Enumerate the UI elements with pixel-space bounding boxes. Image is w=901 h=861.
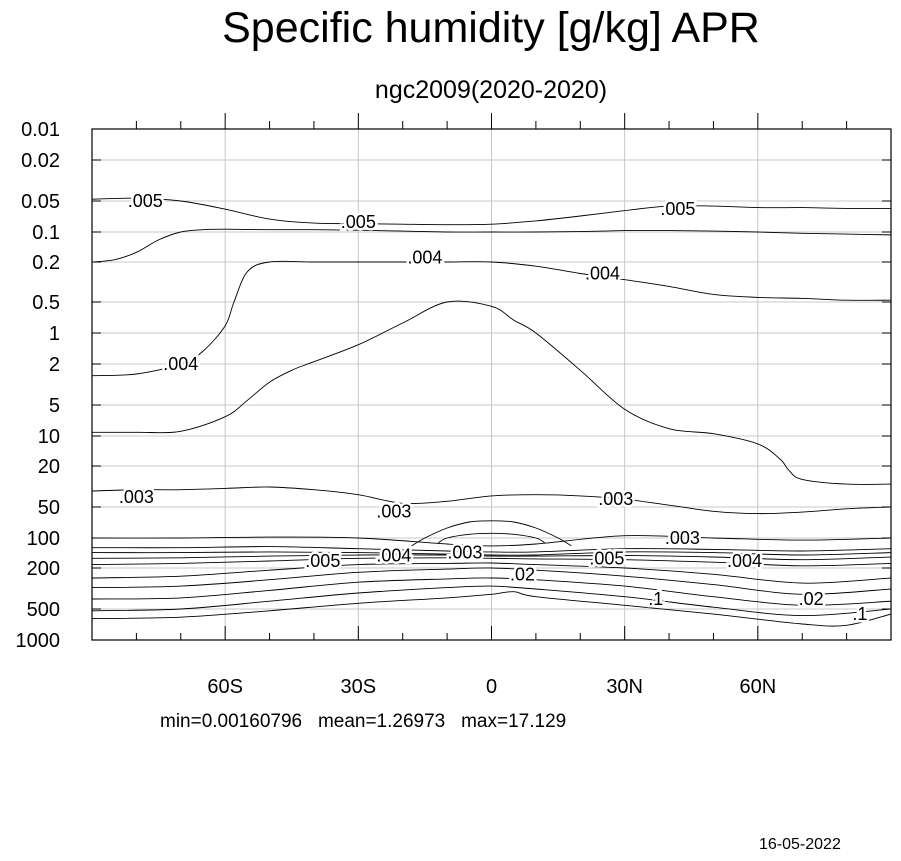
contour-line [91, 546, 892, 553]
chart-title: Specific humidity [g/kg] APR [222, 4, 760, 52]
x-tick-label: 0 [486, 676, 497, 698]
contour-label: .005 [341, 212, 376, 232]
contour-line [91, 260, 892, 377]
y-tick-label: 0.02 [21, 150, 60, 172]
contour-line [91, 557, 892, 567]
contour-line [91, 567, 892, 595]
date-stamp: 16-05-2022 [759, 836, 841, 853]
axis-ticks [92, 113, 891, 641]
contour-line [91, 591, 892, 627]
contour-line [91, 562, 892, 584]
y-tick-label: 0.1 [32, 222, 60, 244]
x-tick-label: 60N [739, 676, 776, 698]
contour-line [91, 554, 892, 561]
contour-line [91, 551, 892, 556]
y-tick-label: 20 [38, 456, 60, 478]
contour-label: .004 [163, 354, 198, 374]
y-tick-label: 2 [49, 354, 60, 376]
contour-label: .005 [589, 548, 624, 568]
x-tick-label: 30N [606, 676, 643, 698]
contour-label: .005 [660, 199, 695, 219]
stat-min: min=0.00160796 [160, 711, 303, 732]
contour-line [91, 486, 892, 515]
contour-lines [91, 197, 892, 627]
y-tick-label: 500 [27, 599, 60, 621]
x-tick-labels: 60S 30S 0 30N 60N [207, 676, 776, 698]
y-tick-label: 0.5 [32, 292, 60, 314]
y-tick-label: 200 [27, 558, 60, 580]
contour-label: .004 [376, 546, 411, 566]
stat-max: max=17.129 [461, 711, 567, 732]
contour-label: .004 [727, 551, 762, 571]
contour-line [91, 577, 892, 606]
contour-line [91, 300, 892, 485]
y-tick-label: 1 [49, 323, 60, 345]
contour-label: .1 [852, 604, 867, 624]
stats-line: min=0.00160796 mean=1.26973 max=17.129 [160, 711, 566, 733]
y-tick-label: 5 [49, 395, 60, 417]
contour-label: .003 [665, 528, 700, 548]
x-tick-label: 60S [207, 676, 243, 698]
contour-label: .004 [407, 247, 442, 267]
x-tick-label: 30S [341, 676, 377, 698]
contour-line [411, 520, 572, 547]
contour-label: .1 [648, 589, 663, 609]
y-tick-label: 50 [38, 497, 60, 519]
contour-line [91, 228, 892, 263]
contour-line [437, 532, 546, 544]
contour-label: .02 [510, 564, 535, 584]
contour-label: .003 [376, 501, 411, 521]
chart-subtitle: ngc2009(2020-2020) [374, 76, 608, 104]
y-tick-label: 1000 [16, 630, 61, 652]
y-tick-label: 10 [38, 426, 60, 448]
y-tick-label: 0.2 [32, 252, 60, 274]
y-tick-label: 100 [27, 528, 60, 550]
contour-label: .004 [585, 263, 620, 283]
contour-label: .02 [799, 589, 824, 609]
y-tick-labels: 0.01 0.02 0.05 0.1 0.2 0.5 1 2 5 10 20 50 100 200 500 1… [16, 119, 61, 652]
contour-label: .003 [598, 489, 633, 509]
contour-line [91, 585, 892, 617]
stat-mean: mean=1.26973 [317, 711, 446, 732]
contour-line [91, 535, 892, 547]
contour-line [91, 197, 892, 226]
y-tick-label: 0.05 [21, 191, 60, 213]
contour-labels: .005 .005 .005 .004 .004 .004 .003 .003 .003 .003… [116, 189, 870, 627]
contour-label: .005 [305, 551, 340, 571]
contour-label: .005 [128, 191, 163, 211]
contour-label: .003 [447, 543, 482, 563]
y-tick-label: 0.01 [21, 119, 60, 141]
contour-label: .003 [119, 487, 154, 507]
